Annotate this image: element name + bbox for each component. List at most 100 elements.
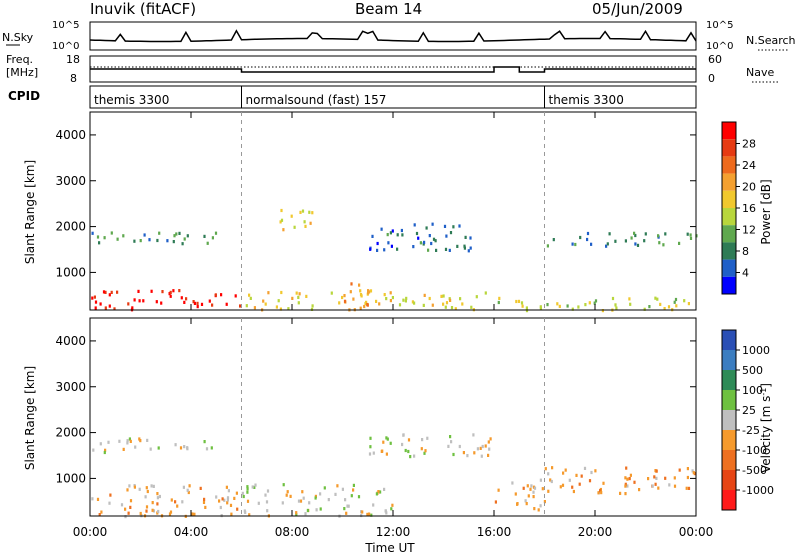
power-cell <box>343 294 346 298</box>
power-cell <box>309 221 312 225</box>
power-cell <box>662 243 665 247</box>
velocity-ytick-label: 3000 <box>55 380 86 394</box>
velocity-cell <box>129 499 133 503</box>
velocity-cell <box>572 489 575 494</box>
power-cell <box>428 296 431 301</box>
velocity-cell <box>230 512 233 516</box>
power-cell <box>234 294 237 298</box>
power-cell <box>133 239 136 243</box>
power-colorbar-swatch <box>722 190 736 208</box>
velocity-colorbar-swatch <box>722 430 736 450</box>
velocity-cell <box>624 492 627 496</box>
power-cell <box>643 307 646 311</box>
power-cell <box>648 305 651 309</box>
power-cell <box>133 298 136 302</box>
velocity-colorbar-tick-label: -500 <box>742 464 767 477</box>
velocity-cell <box>146 438 149 442</box>
power-cell <box>310 307 314 311</box>
power-cell <box>546 303 549 307</box>
power-cell <box>467 249 470 253</box>
power-colorbar-swatch <box>722 276 736 294</box>
velocity-cell <box>236 507 239 511</box>
power-cell <box>517 299 521 303</box>
power-cell <box>634 242 637 246</box>
power-ylabel: Slant Range [km] <box>23 160 37 264</box>
velocity-cell <box>186 447 189 451</box>
power-cell <box>434 239 437 243</box>
power-colorbar-swatch <box>722 173 736 191</box>
freq-panel: Freq. [MHz] 18 8 60 0 Nave <box>6 53 780 85</box>
velocity-cell <box>624 484 627 488</box>
velocity-cell <box>221 497 224 501</box>
velocity-cell <box>654 469 657 473</box>
velocity-cell <box>541 487 544 491</box>
power-cell <box>520 301 524 305</box>
velocity-cell <box>568 478 571 482</box>
velocity-cell <box>139 439 142 443</box>
power-plot-bg <box>90 112 696 310</box>
velocity-cell <box>193 512 196 516</box>
velocity-cell <box>336 484 339 488</box>
power-cell <box>659 302 662 306</box>
velocity-cell <box>561 483 565 487</box>
power-cell <box>634 233 637 238</box>
velocity-cell <box>347 504 350 508</box>
power-cell <box>664 232 667 236</box>
power-colorbar-swatch <box>722 156 736 174</box>
velocity-cell <box>687 486 691 490</box>
velocity-cell <box>203 440 206 444</box>
velocity-colorbar-tick-label: -1000 <box>742 484 774 497</box>
power-cell <box>214 293 217 297</box>
power-cell <box>264 302 267 306</box>
velocity-cell <box>487 440 490 444</box>
power-cell <box>183 300 186 304</box>
power-cell <box>401 233 404 237</box>
velocity-cell <box>343 507 346 511</box>
power-cell <box>280 208 283 213</box>
power-cell <box>262 299 265 303</box>
power-cell <box>175 232 178 236</box>
power-cell <box>303 220 306 224</box>
time-tick-label: 12:00 <box>376 525 411 539</box>
power-cell <box>606 242 609 246</box>
power-cell <box>442 302 445 306</box>
velocity-cell <box>389 441 392 445</box>
power-cell <box>413 223 416 227</box>
velocity-heatmap <box>91 433 696 519</box>
velocity-cell <box>426 436 429 440</box>
velocity-cell <box>139 511 142 516</box>
power-cell <box>369 247 372 251</box>
velocity-cell <box>547 472 550 476</box>
power-cell <box>245 304 248 308</box>
velocity-cell <box>571 485 574 489</box>
velocity-cell <box>98 513 101 517</box>
velocity-cell <box>145 509 148 513</box>
power-cell <box>295 291 298 295</box>
velocity-cell <box>104 448 107 452</box>
velocity-cell <box>686 467 689 471</box>
power-cell <box>298 292 301 296</box>
power-cell <box>515 299 518 304</box>
power-cell <box>249 296 252 300</box>
power-cell <box>400 228 403 233</box>
velocity-cell <box>299 499 303 503</box>
velocity-colorbar-swatch <box>722 450 736 470</box>
velocity-colorbar-swatch <box>722 370 736 390</box>
power-cell <box>178 231 181 235</box>
velocity-cell <box>133 485 136 489</box>
velocity-cell <box>529 487 532 491</box>
power-cell <box>208 299 211 303</box>
power-cell <box>169 294 172 298</box>
power-cell <box>579 235 582 240</box>
power-cell <box>445 234 448 238</box>
power-cell <box>391 296 394 300</box>
power-cell <box>552 238 555 242</box>
velocity-cell <box>227 489 230 493</box>
noise-left-tick-top: 10^5 <box>52 20 79 31</box>
power-cell <box>431 303 434 307</box>
velocity-cell <box>678 468 681 472</box>
velocity-cell <box>597 491 600 495</box>
velocity-cell <box>381 449 384 453</box>
velocity-cell <box>248 513 251 517</box>
power-cell <box>155 300 158 304</box>
